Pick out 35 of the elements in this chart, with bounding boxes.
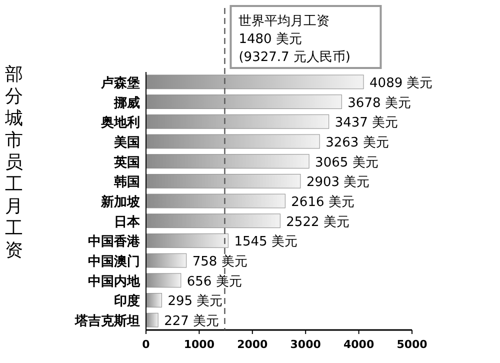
data-label: 3263 美元 — [326, 134, 389, 150]
data-label: 758 美元 — [192, 254, 248, 270]
y-tick-label: 英国 — [113, 155, 140, 170]
y-tick-label: 塔吉克斯坦 — [74, 314, 140, 330]
text: 部分城市员工月工资 — [5, 64, 23, 261]
data-label: 4089 美元 — [370, 74, 433, 91]
data-label: 3065 美元 — [315, 154, 378, 170]
data-label: 227 美元 — [164, 313, 220, 330]
data-label: 2903 美元 — [306, 174, 370, 190]
y-tick-label: 中国内地 — [88, 274, 141, 290]
data-label: 1545 美元 — [234, 234, 298, 250]
y-tick-label: 挪威 — [113, 94, 140, 111]
x-tick-label: 5000 — [396, 338, 428, 351]
ref-line-label-box: 世界平均月工资 1480 美元 (9327.7 元人民币) — [230, 5, 382, 69]
x-tick-label: 4000 — [343, 338, 374, 351]
y-tick-label: 卢森堡 — [100, 76, 140, 91]
y-tick-label: 中国澳门 — [88, 254, 140, 270]
x-tick-label: 3000 — [290, 338, 322, 351]
ref-line-label: 世界平均月工资 1480 美元 (9327.7 元人民币) — [238, 14, 350, 65]
data-label: 3678 美元 — [348, 94, 411, 111]
data-label: 295 美元 — [168, 293, 223, 310]
y-tick-label: 美国 — [113, 134, 140, 150]
y-tick-label: 奥地利 — [100, 114, 140, 131]
y-tick-label: 日本 — [114, 214, 141, 230]
data-label: 3437 美元 — [334, 114, 398, 131]
data-label: 656 美元 — [186, 273, 242, 290]
data-label: 2616 美元 — [291, 194, 354, 210]
x-tick-label: 1000 — [184, 338, 215, 351]
data-label: 2522 美元 — [286, 214, 350, 230]
x-tick-label: 2000 — [237, 338, 268, 351]
y-tick-label: 韩国 — [113, 175, 140, 190]
y-tick-label: 印度 — [114, 293, 140, 310]
y-tick-label: 新加坡 — [100, 194, 141, 210]
y-tick-label: 中国香港 — [88, 234, 141, 250]
x-tick-label: 0 — [142, 338, 150, 351]
